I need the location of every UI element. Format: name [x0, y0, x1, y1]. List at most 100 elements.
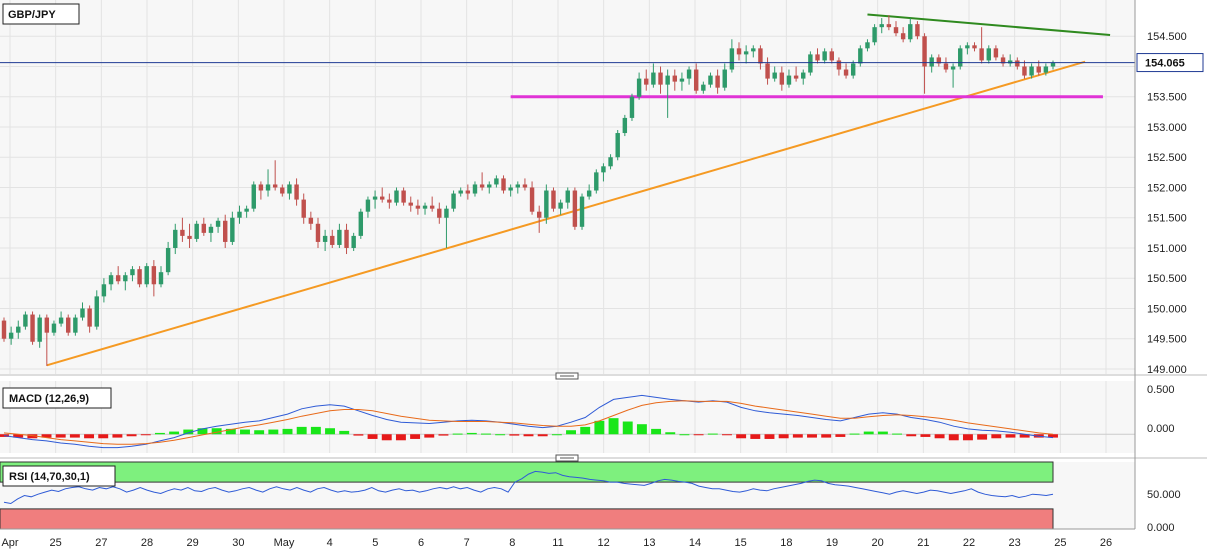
candle: [108, 272, 114, 291]
candle: [30, 311, 35, 345]
macd-histogram-bar: [211, 428, 222, 435]
macd-histogram-bar: [707, 433, 718, 435]
candle: [572, 187, 578, 230]
candle: [708, 72, 713, 88]
macd-histogram-bar: [438, 434, 449, 436]
x-tick-3: 28: [141, 537, 153, 549]
macd-histogram-bar: [339, 430, 350, 435]
candle: [936, 54, 942, 67]
macd-histogram-bar: [934, 434, 945, 439]
candle: [66, 314, 71, 336]
candle: [330, 229, 335, 248]
candle: [351, 232, 356, 252]
candle: [793, 66, 799, 82]
x-tick-20: 21: [917, 537, 929, 549]
candle: [772, 66, 777, 82]
candle: [130, 266, 135, 282]
candle: [301, 193, 306, 224]
macd-histogram-bar: [424, 434, 435, 438]
macd-histogram-bar: [594, 420, 605, 435]
x-tick-21: 22: [963, 537, 975, 549]
macd-histogram-bar: [920, 434, 931, 437]
macd-histogram-bar: [310, 426, 321, 435]
candle: [137, 266, 142, 288]
candle: [315, 217, 321, 248]
macd-histogram-bar: [282, 428, 293, 435]
candle: [544, 184, 549, 224]
x-tick-14: 13: [643, 537, 655, 549]
trendlines: [46, 13, 1111, 367]
x-tick-11: 8: [509, 537, 515, 549]
candle: [943, 57, 949, 73]
candle: [515, 181, 521, 194]
candle: [87, 305, 92, 333]
candle: [272, 160, 278, 191]
macd-histogram-bar: [636, 424, 647, 435]
x-tick-16: 15: [735, 537, 747, 549]
price-tick-8: 150.500: [1147, 273, 1187, 285]
macd-histogram-bar: [665, 432, 676, 435]
candle: [144, 263, 149, 288]
macd-histogram-bar: [240, 429, 250, 435]
candle: [494, 175, 499, 188]
x-tick-9: 6: [418, 537, 424, 549]
macd-histogram-bar: [509, 434, 520, 436]
price-tick-10: 149.500: [1147, 334, 1187, 346]
candle: [808, 51, 813, 76]
current-price-label: 154.065: [1145, 58, 1185, 70]
candle: [786, 69, 792, 88]
macd-label: MACD (12,26,9): [9, 393, 89, 405]
price-tick-11: 149.000: [1147, 364, 1187, 376]
x-axis: Apr 25 27 28 29 30 May 4 5 6 7 8 11 12 13 14 15 18 19 20 21 2…: [1, 537, 1112, 549]
candle: [536, 205, 542, 233]
macd-histogram-bar: [608, 418, 619, 435]
candle: [679, 72, 685, 91]
macd-histogram-bar: [84, 434, 95, 439]
macd-histogram-bar: [254, 430, 265, 435]
candle: [244, 205, 249, 218]
x-tick-8: 5: [372, 537, 378, 549]
macd-tick-0: 0.500: [1147, 384, 1175, 396]
x-tick-24: 26: [1100, 537, 1112, 549]
candle: [651, 63, 656, 88]
candle: [151, 260, 157, 297]
macd-histogram-bar: [13, 434, 24, 438]
candle: [394, 187, 399, 206]
rsi-oversold-zone: [0, 508, 1054, 530]
macd-histogram-bar: [807, 434, 817, 438]
rsi-panel: RSI (14,70,30,1) 50.000 0.000: [0, 461, 1181, 534]
candle: [387, 193, 392, 209]
candle: [815, 48, 820, 64]
macd-histogram-bar: [693, 434, 704, 436]
macd-histogram-bar: [140, 434, 151, 436]
panel-divider-rsi[interactable]: [0, 454, 1207, 462]
x-tick-15: 14: [689, 537, 701, 549]
candle: [44, 314, 50, 366]
candle: [123, 272, 128, 291]
macd-histogram-bar: [906, 434, 917, 437]
x-tick-19: 20: [872, 537, 884, 549]
candle: [1007, 54, 1013, 67]
candle: [850, 60, 856, 79]
candle: [322, 229, 328, 252]
resistance-trendline: [867, 13, 1111, 37]
candle: [194, 220, 199, 242]
macd-histogram-bar: [721, 434, 732, 436]
candle: [401, 187, 406, 206]
macd-histogram-bar: [580, 426, 591, 435]
rsi-label: RSI (14,70,30,1): [9, 471, 90, 483]
symbol-tag: GBP/JPY: [2, 3, 80, 25]
candle: [965, 42, 970, 55]
candle: [458, 187, 463, 197]
macd-histogram-bar: [325, 428, 336, 435]
x-tick-6: May: [274, 537, 295, 549]
candle: [715, 69, 720, 94]
panel-divider-macd[interactable]: [0, 372, 1207, 380]
macd-histogram-bar: [651, 428, 662, 435]
x-tick-1: 25: [50, 537, 62, 549]
macd-histogram-bar: [367, 434, 378, 439]
candle: [451, 190, 456, 212]
candle: [979, 27, 984, 64]
candle: [672, 69, 678, 91]
candle: [201, 217, 207, 236]
